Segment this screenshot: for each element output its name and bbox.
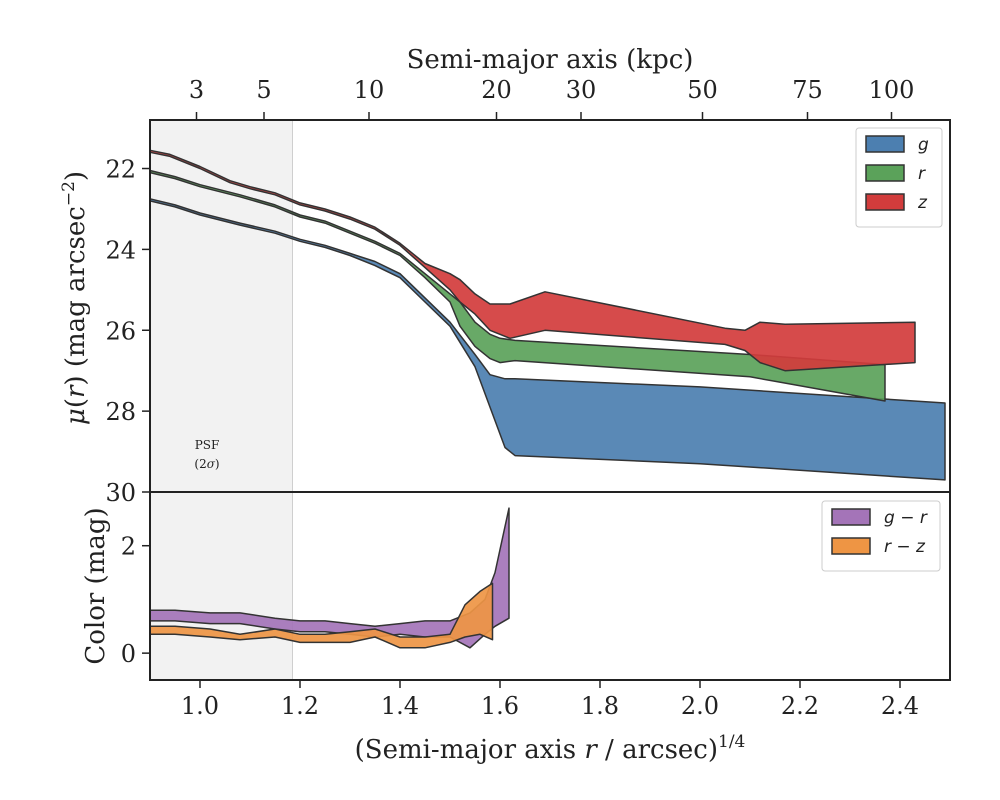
series-band-surface-r [149,169,886,402]
y-tick-label-top: 30 [105,479,136,507]
top-x-tick-label: 50 [687,76,718,104]
legend-label: r [918,164,926,184]
psf-label: PSF [195,438,220,452]
legend-label: g [918,135,929,155]
color-panel: 0 2 1.0 1.2 1.4 1.6 1.8 2.0 2.2 2.4 g − r r − z [121,491,951,720]
surface-brightness-panel: 22 24 26 28 30 3 5 10 20 30 50 75 100 PSF (2σ) grz [105,76,951,507]
top-x-tick-label: 75 [792,76,823,104]
surface-brightness-axes: 22 24 26 28 30 3 5 10 20 30 50 75 100 [105,76,914,507]
color-series [149,507,510,649]
y-tick-label-top: 26 [105,317,136,345]
x-tick-label: 1.2 [281,692,319,720]
y-tick-label-top: 28 [105,398,136,426]
color-legend: g − r r − z [821,500,941,572]
top-x-tick-label: 30 [566,76,597,104]
y-tick-label-top: 24 [105,236,136,264]
legend-swatch [831,508,871,526]
legend-label: r − z [884,537,926,557]
psf-shade-bottom [150,492,293,680]
series-band-surface-g [149,198,946,481]
top-axis-label: Semi-major axis (kpc) [407,45,694,75]
surface-brightness-series [149,149,946,481]
x-tick-label: 2.2 [781,692,819,720]
legend-label: z [917,193,928,213]
x-tick-label: 1.6 [481,692,519,720]
x-axis-label: (Semi-major axis r / arcsec)1/4 [355,732,746,765]
legend-swatch [865,164,905,182]
top-x-tick-label: 100 [869,76,915,104]
surface-brightness-legend: grz [855,127,943,228]
x-tick-label: 1.0 [181,692,219,720]
y-axis-label-top: μ(r) (mag arcsec−2) [59,171,91,425]
color-axes: 0 2 1.0 1.2 1.4 1.6 1.8 2.0 2.2 2.4 [121,533,919,720]
psf-shade-top [150,120,293,492]
legend-label: g − r [884,508,928,528]
legend-swatch [865,193,905,211]
bottom-axes-frame [149,491,951,681]
y-axis-label-bottom: Color (mag) [81,507,111,664]
x-tick-label: 1.4 [381,692,419,720]
series-band-surface-z [149,149,916,372]
psf-sigma-label: (2σ) [194,457,219,471]
top-x-tick-label: 5 [256,76,271,104]
series-band-color-1 [149,582,494,649]
top-x-tick-label: 10 [354,76,385,104]
y-tick-label-bottom: 2 [121,533,136,561]
x-tick-label: 2.4 [881,692,919,720]
y-tick-label-bottom: 0 [121,640,136,668]
x-tick-label: 2.0 [681,692,719,720]
legend-swatch [831,537,871,555]
x-tick-label: 1.8 [581,692,619,720]
y-tick-label-top: 22 [105,156,136,184]
top-x-tick-label: 3 [189,76,204,104]
top-x-tick-label: 20 [481,76,512,104]
legend-swatch [865,135,905,153]
